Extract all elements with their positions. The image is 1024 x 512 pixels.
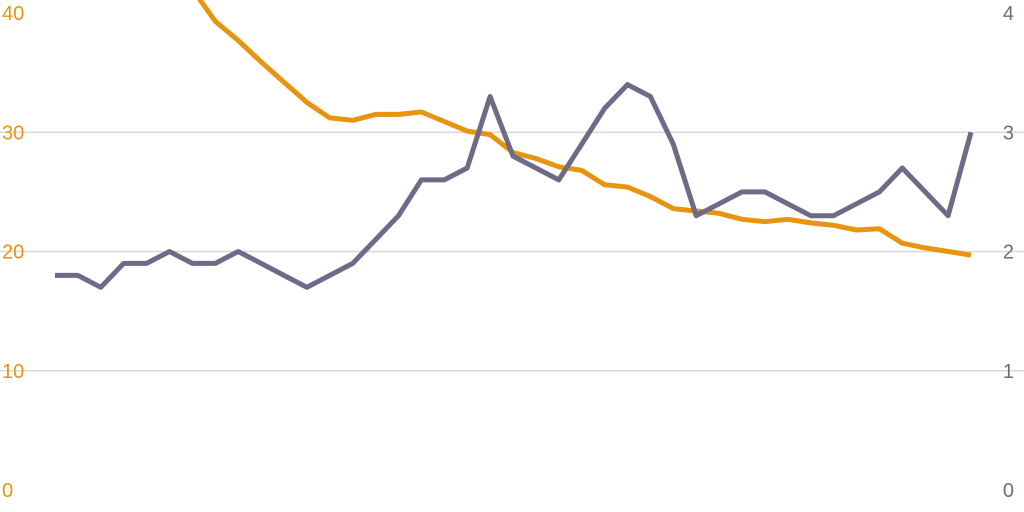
left-axis-tick-label: 20 [2,242,24,264]
series-lines [55,0,974,290]
left-axis-tick-labels: 0 10 20 30 40 [2,3,24,502]
left-axis-tick-label: 10 [2,361,24,383]
right-axis-tick-label: 1 [1003,361,1014,383]
right-axis-tick-label: 0 [1003,480,1014,502]
left-axis-tick-label: 40 [2,3,24,25]
left-axis-tick-label: 0 [2,480,13,502]
right-axis-tick-label: 2 [1003,242,1014,264]
right-axis-tick-label: 4 [1003,3,1014,25]
right-axis-tick-labels: 0 1 2 3 4 [1003,3,1014,502]
series-line-left-axis [197,0,972,258]
right-axis-tick-label: 3 [1003,122,1014,144]
gridlines [0,131,1024,372]
left-axis-tick-label: 30 [2,122,24,144]
series-line-right-axis [55,82,974,290]
